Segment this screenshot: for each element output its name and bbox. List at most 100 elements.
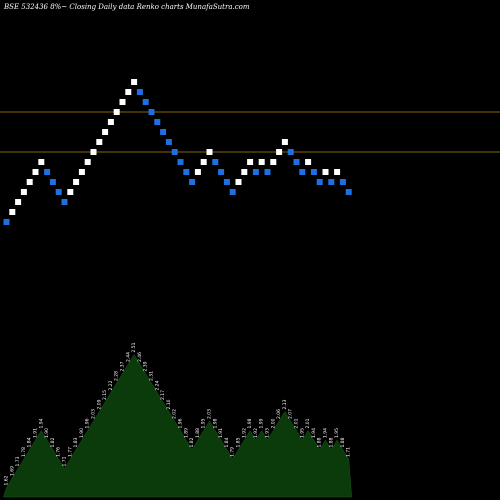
renko-brick <box>142 99 149 105</box>
chart-title: BSE 532436 8%~ Closing Daily data Renko … <box>4 3 250 11</box>
renko-brick <box>119 99 126 105</box>
renko-brick <box>125 89 132 95</box>
renko-brick <box>189 179 196 185</box>
renko-brick <box>235 179 242 185</box>
brick-price-label: 1.73 <box>15 456 21 466</box>
renko-brick <box>281 139 288 145</box>
brick-price-label: 1.90 <box>79 428 85 438</box>
renko-brick <box>148 109 155 115</box>
brick-price-label: 2.01 <box>294 418 300 428</box>
brick-price-label: 1.88 <box>317 437 323 447</box>
renko-brick <box>3 219 10 225</box>
brick-price-label: 2.03 <box>207 409 213 419</box>
brick-price-label: 1.88 <box>328 437 334 447</box>
renko-brick <box>339 179 346 185</box>
brick-price-label: 1.98 <box>247 418 253 428</box>
brick-price-label: 1.99 <box>259 418 265 428</box>
renko-brick <box>310 169 317 175</box>
renko-brick <box>345 189 352 195</box>
brick-price-label: 1.82 <box>50 437 56 447</box>
renko-brick <box>84 159 91 165</box>
renko-brick <box>334 169 341 175</box>
brick-price-label: 1.71 <box>62 456 68 466</box>
brick-price-label: 2.07 <box>288 409 294 419</box>
brick-price-label: 1.84 <box>224 437 230 447</box>
renko-brick <box>113 109 120 115</box>
brick-price-label: 2.24 <box>154 380 160 390</box>
renko-brick <box>305 159 312 165</box>
renko-brick <box>252 169 259 175</box>
renko-brick <box>55 189 62 195</box>
renko-brick <box>206 149 213 155</box>
brick-price-label: 2.22 <box>108 380 114 390</box>
renko-brick <box>26 179 33 185</box>
renko-brick <box>229 189 236 195</box>
brick-price-label: 2.17 <box>160 390 166 400</box>
renko-brick <box>194 169 201 175</box>
brick-price-label: 1.62 <box>4 475 10 485</box>
renko-brick <box>90 149 97 155</box>
brick-price-label: 1.96 <box>85 418 91 428</box>
brick-price-label: 1.82 <box>189 437 195 447</box>
volume-area <box>3 354 352 498</box>
renko-brick <box>270 159 277 165</box>
brick-price-label: 2.31 <box>149 371 155 381</box>
brick-price-label: 1.98 <box>212 418 218 428</box>
brick-price-label: 1.92 <box>241 428 247 438</box>
renko-brick <box>44 169 51 175</box>
brick-price-label: 1.96 <box>178 418 184 428</box>
brick-price-label: 2.10 <box>166 399 172 409</box>
brick-price-label: 1.89 <box>183 428 189 438</box>
brick-price-label: 2.01 <box>305 418 311 428</box>
brick-price-label: 2.06 <box>276 409 282 419</box>
renko-brick <box>32 169 39 175</box>
renko-brick <box>247 159 254 165</box>
brick-price-label: 1.91 <box>218 428 224 438</box>
brick-price-label: 1.71 <box>346 447 352 457</box>
renko-brick <box>165 139 172 145</box>
renko-brick <box>322 169 329 175</box>
renko-brick <box>200 159 207 165</box>
renko-brick <box>171 149 178 155</box>
renko-brick <box>9 209 16 215</box>
brick-price-label: 1.85 <box>236 437 242 447</box>
renko-brick <box>160 129 167 135</box>
renko-brick <box>38 159 45 165</box>
brick-price-label: 2.37 <box>120 361 126 371</box>
renko-brick <box>316 179 323 185</box>
brick-price-label: 1.94 <box>323 428 329 438</box>
brick-price-label: 2.13 <box>282 399 288 409</box>
brick-price-label: 1.94 <box>311 428 317 438</box>
brick-price-label: 1.76 <box>56 447 62 457</box>
brick-price-label: 2.28 <box>114 371 120 381</box>
brick-price-label: 2.09 <box>96 399 102 409</box>
brick-price-label: 2.03 <box>91 409 97 419</box>
renko-brick <box>131 79 138 85</box>
brick-price-label: 1.83 <box>73 437 79 447</box>
brick-price-label: 1.88 <box>195 428 201 438</box>
renko-brick <box>328 179 335 185</box>
renko-brick <box>177 159 184 165</box>
renko-brick <box>223 179 230 185</box>
renko-brick <box>293 159 300 165</box>
brick-price-label: 1.79 <box>230 447 236 457</box>
brick-price-label: 2.39 <box>143 361 149 371</box>
renko-brick <box>78 169 85 175</box>
renko-brick <box>107 119 114 125</box>
renko-brick <box>67 189 74 195</box>
brick-price-label: 1.90 <box>44 428 50 438</box>
brick-price-label: 1.77 <box>67 447 73 457</box>
renko-brick <box>183 169 190 175</box>
brick-price-label: 1.95 <box>334 428 340 438</box>
renko-brick <box>218 169 225 175</box>
renko-brick <box>299 169 306 175</box>
brick-price-label: 2.15 <box>102 390 108 400</box>
renko-brick <box>102 129 109 135</box>
renko-brick <box>49 179 56 185</box>
renko-brick <box>287 149 294 155</box>
renko-brick <box>73 179 80 185</box>
brick-price-label: 1.95 <box>201 418 207 428</box>
brick-price-label: 1.92 <box>253 428 259 438</box>
